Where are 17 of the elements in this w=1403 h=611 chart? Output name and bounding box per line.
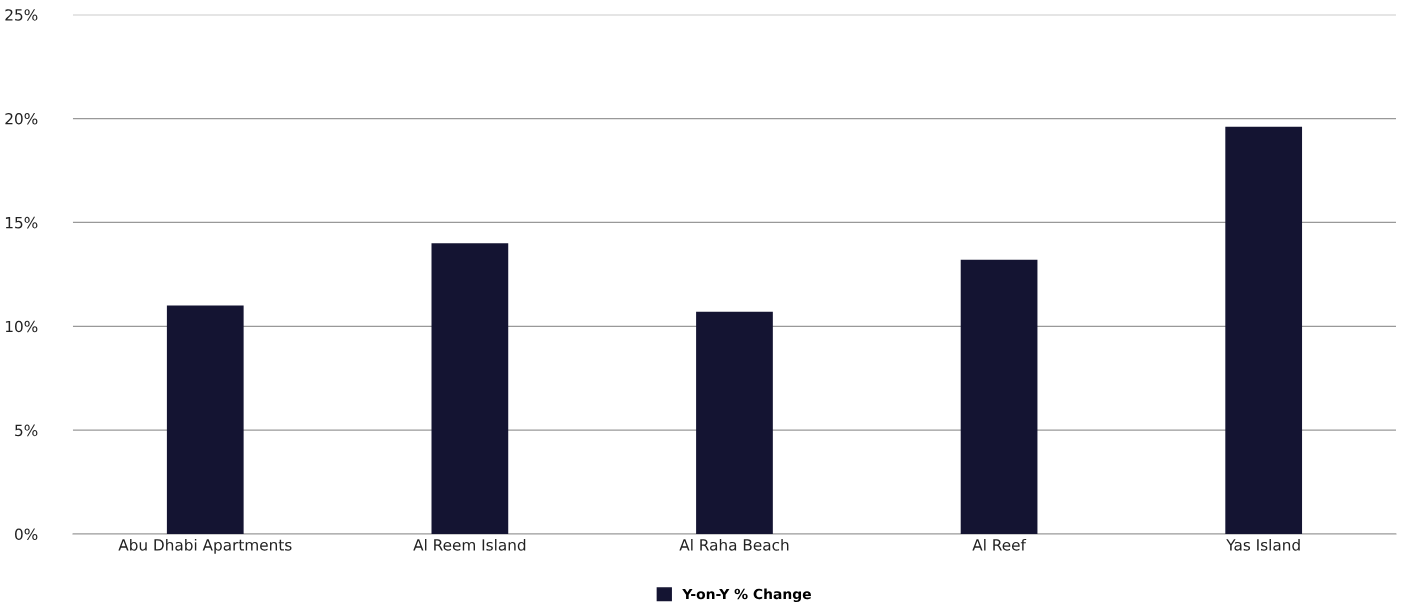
y-tick-label: 0% — [15, 528, 38, 541]
x-tick-label: Abu Dhabi Apartments — [118, 538, 292, 554]
bar — [960, 259, 1038, 535]
y-tick-label: 25% — [5, 9, 38, 21]
bar — [431, 243, 509, 535]
y-tick-label: 10% — [5, 320, 38, 333]
x-tick-label: Yas Island — [1226, 538, 1300, 551]
x-tick-label: Al Reef — [972, 538, 1027, 551]
y-tick-label: 15% — [5, 216, 38, 229]
x-tick-label: Al Reem Island — [413, 538, 526, 551]
bar — [696, 311, 773, 535]
y-tick-label: 5% — [15, 424, 38, 437]
bar — [1225, 126, 1303, 535]
legend-label: Y-on-Y % Change — [682, 588, 811, 603]
x-tick-label: Al Raha Beach — [679, 538, 789, 551]
y-tick-label: 20% — [5, 113, 38, 125]
bar — [166, 305, 244, 535]
